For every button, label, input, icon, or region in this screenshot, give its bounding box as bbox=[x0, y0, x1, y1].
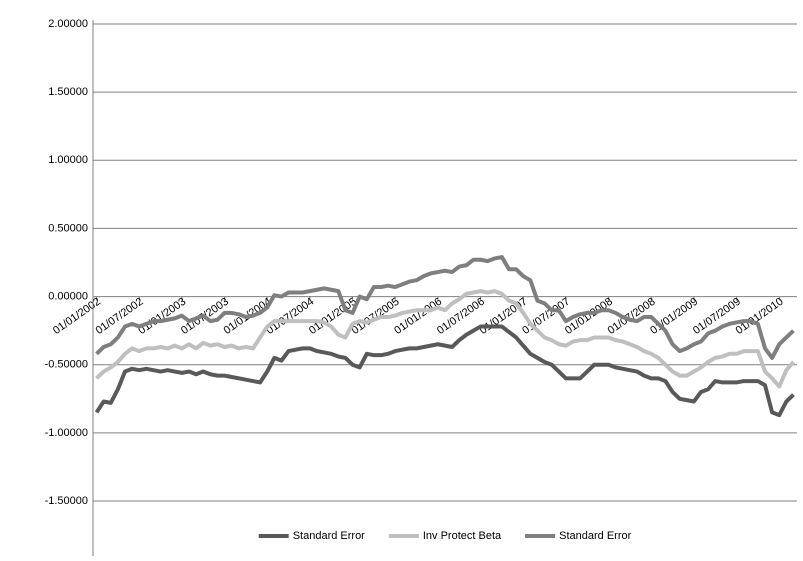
y-tick-label: -1.50000 bbox=[45, 495, 88, 507]
y-tick-label: 2.00000 bbox=[48, 18, 88, 30]
y-tick-label: 0.00000 bbox=[48, 290, 88, 302]
y-tick-label: -1.00000 bbox=[45, 427, 88, 439]
series-line bbox=[95, 255, 795, 360]
y-tick-label: 1.00000 bbox=[48, 154, 88, 166]
legend-label: Standard Error bbox=[559, 530, 631, 542]
y-tick-label: 1.50000 bbox=[48, 86, 88, 98]
legend-label: Inv Protect Beta bbox=[423, 530, 502, 542]
y-tick-label: 0.50000 bbox=[48, 222, 88, 234]
series-line bbox=[94, 324, 795, 418]
series-line bbox=[95, 289, 795, 389]
y-tick-label: -0.50000 bbox=[45, 359, 88, 371]
plot bbox=[94, 255, 795, 418]
grid: -1.50000 -1.00000 -0.50000 0.00000 0.50000 1.… bbox=[45, 18, 797, 507]
legend: Standard Error Inv Protect Beta Standard E… bbox=[258, 530, 632, 542]
legend-label: Standard Error bbox=[293, 530, 365, 542]
